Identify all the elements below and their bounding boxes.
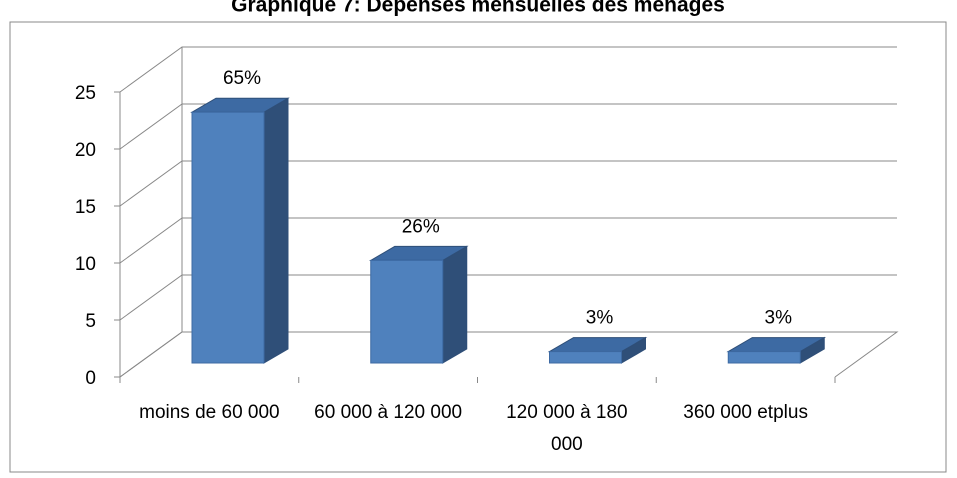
data-label: 65%	[223, 68, 261, 89]
grid-line	[119, 160, 897, 207]
bar	[370, 259, 444, 364]
y-tick-label: 0	[85, 368, 96, 389]
grid-line	[119, 331, 897, 378]
y-tick-label: 15	[75, 197, 96, 218]
y-tick-label: 20	[75, 140, 96, 161]
bar-side	[263, 97, 289, 364]
x-tick-label: 60 000 à 120 000	[314, 402, 462, 423]
data-label: 26%	[402, 216, 440, 237]
bar	[191, 111, 265, 364]
chart-frame	[9, 21, 947, 473]
x-tick-label: moins de 60 000	[139, 402, 280, 423]
chart-title: Graphique 7: Dépenses mensuelles des mén…	[231, 0, 725, 17]
x-tick-label: 120 000 à 180 000	[506, 402, 628, 455]
bar	[549, 351, 622, 364]
bar	[727, 351, 801, 364]
x-tick-label: 360 000 etplus	[683, 402, 808, 423]
grid-line	[119, 46, 897, 93]
y-tick-label: 25	[75, 83, 96, 104]
data-label: 3%	[765, 308, 793, 329]
y-tick-label: 10	[75, 254, 96, 275]
grid-line	[119, 274, 897, 321]
bar-side	[442, 245, 468, 364]
data-label: 3%	[586, 308, 614, 329]
grid-line	[119, 217, 897, 264]
grid-line	[119, 103, 897, 150]
y-tick-label: 5	[85, 311, 96, 332]
